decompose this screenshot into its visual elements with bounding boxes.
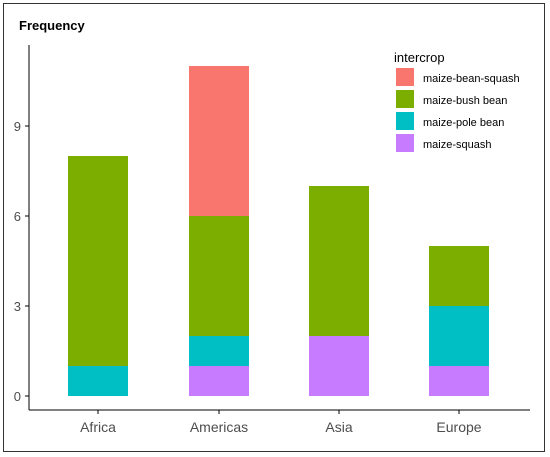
y-tick-label: 0: [14, 389, 21, 404]
bar-americas-maize-bush-bean: [189, 216, 249, 336]
x-tick-label-americas: Americas: [190, 419, 248, 435]
bar-africa-maize-pole-bean: [68, 366, 128, 396]
bar-americas-maize-squash: [189, 366, 249, 396]
legend-swatch-maize-pole-bean: [396, 112, 414, 130]
y-tick-label: 3: [14, 299, 21, 314]
y-ticks-group: 0 3 6 9: [14, 119, 29, 404]
bar-europe-maize-squash: [429, 366, 489, 396]
y-tick-label: 9: [14, 119, 21, 134]
bar-europe-maize-bush-bean: [429, 246, 489, 306]
bar-asia-maize-bush-bean: [309, 186, 369, 336]
legend-label-maize-pole-bean: maize-pole bean: [423, 117, 504, 129]
y-axis-label: Frequency: [19, 18, 86, 33]
bar-americas-maize-bean-squash: [189, 66, 249, 216]
x-ticks-group: Africa Americas Asia Europe: [80, 410, 482, 435]
legend-swatch-maize-bush-bean: [396, 90, 414, 108]
x-tick-label-africa: Africa: [80, 419, 116, 435]
legend-title: intercrop: [394, 50, 445, 65]
bars-group: [68, 66, 489, 396]
legend-swatch-maize-squash: [396, 134, 414, 152]
x-tick-label-europe: Europe: [436, 419, 481, 435]
x-tick-label-asia: Asia: [325, 419, 352, 435]
legend-label-maize-squash: maize-squash: [423, 139, 491, 151]
bar-americas-maize-pole-bean: [189, 336, 249, 366]
legend-label-maize-bush-bean: maize-bush bean: [423, 95, 507, 107]
y-tick-label: 6: [14, 209, 21, 224]
legend-swatch-maize-bean-squash: [396, 68, 414, 86]
bar-europe-maize-pole-bean: [429, 306, 489, 366]
legend-items: maize-bean-squash maize-bush bean maize-po…: [396, 68, 520, 152]
legend: intercrop maize-bean-squash maize-bush be…: [394, 50, 520, 152]
legend-label-maize-bean-squash: maize-bean-squash: [423, 73, 520, 85]
bar-africa-maize-bush-bean: [68, 156, 128, 366]
bar-asia-maize-squash: [309, 336, 369, 396]
